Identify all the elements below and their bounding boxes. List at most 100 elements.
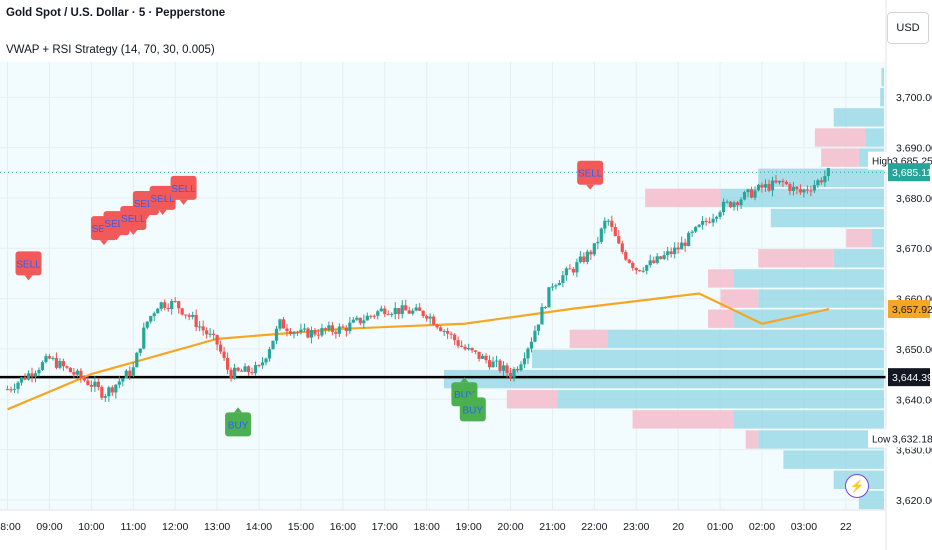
- sell-signal-label: [170, 175, 197, 200]
- buy-signal-label: [459, 397, 486, 422]
- candle-body: [624, 251, 628, 260]
- buy-signal-label: [225, 412, 252, 437]
- candle-body: [33, 373, 38, 377]
- volume-profile-bar: [557, 390, 884, 409]
- candle-body: [320, 328, 324, 336]
- candle-body: [65, 366, 69, 368]
- candle-body: [512, 368, 516, 378]
- low-price-badge-caption-bg: [868, 429, 888, 448]
- candle-body: [491, 361, 495, 368]
- candle-body: [596, 241, 600, 244]
- candle-body: [683, 242, 687, 247]
- candle-body: [79, 370, 83, 378]
- candle-body: [114, 384, 118, 393]
- currency-button[interactable]: USD: [887, 12, 929, 44]
- candle-body: [732, 202, 736, 208]
- high-price-badge-caption: High: [872, 157, 893, 168]
- candle-body: [194, 314, 198, 328]
- y-tick-label: 3,640.00: [896, 394, 932, 406]
- sell-signal-label: [15, 251, 42, 276]
- vwap-price-badge-text: 3,657.92: [892, 304, 932, 316]
- candle-body: [201, 326, 205, 331]
- candle-body: [711, 218, 715, 223]
- candle-body: [404, 305, 408, 311]
- candle-body: [812, 185, 816, 191]
- x-tick-label: 01:00: [707, 521, 733, 533]
- candle-body: [652, 260, 656, 263]
- candle-body: [222, 351, 226, 358]
- candle-body: [369, 315, 373, 317]
- candle-body: [124, 370, 128, 379]
- candle-body: [449, 333, 453, 335]
- candle-body: [634, 267, 638, 271]
- candle-body: [306, 328, 310, 338]
- candle-body: [358, 317, 362, 324]
- candle-body: [484, 355, 488, 361]
- candle-body: [522, 358, 527, 365]
- signal-pointer: [141, 214, 150, 220]
- sell-signal-label: [577, 160, 604, 185]
- signal-text: SELL: [121, 214, 146, 225]
- candle-body: [739, 199, 743, 206]
- x-tick-label: 17:00: [372, 521, 398, 533]
- candle-body: [547, 287, 551, 308]
- candle-body: [379, 308, 383, 312]
- candle-body: [676, 247, 680, 250]
- candle-body: [418, 307, 422, 311]
- candle-body: [708, 221, 712, 223]
- volume-profile-bar: [708, 309, 734, 328]
- candle-body: [714, 216, 719, 219]
- candle-body: [397, 308, 401, 315]
- candle-body: [655, 256, 659, 263]
- candle-body: [383, 308, 387, 315]
- candle-body: [641, 270, 645, 272]
- candle-body: [103, 396, 107, 398]
- x-tick-label: 14:00: [246, 521, 272, 533]
- candle-body: [187, 315, 191, 317]
- candle-body: [791, 186, 796, 191]
- volume-profile-bar: [770, 208, 884, 228]
- candle-body: [582, 256, 586, 262]
- candle-body: [267, 349, 272, 359]
- candle-body: [823, 176, 827, 183]
- candle-body: [666, 251, 670, 256]
- volume-profile-bar: [881, 67, 884, 87]
- candle-body: [781, 180, 785, 182]
- candle-body: [648, 260, 652, 266]
- y-tick-label: 3,620.00: [896, 495, 932, 507]
- candle-body: [554, 285, 558, 287]
- candle-body: [372, 315, 376, 317]
- candle-body: [376, 311, 380, 316]
- candle-body: [529, 341, 534, 349]
- indicator-legend[interactable]: VWAP + RSI Strategy (14, 70, 30, 0.005): [6, 44, 215, 56]
- symbol-title[interactable]: Gold Spot / U.S. Dollar · 5 · Pepperston…: [6, 7, 226, 19]
- x-tick-label: 15:00: [288, 521, 314, 533]
- volume-profile-bar: [708, 269, 734, 288]
- candle-body: [37, 369, 41, 374]
- candle-body: [701, 220, 705, 225]
- candle-body: [613, 227, 617, 237]
- candle-body: [93, 381, 97, 387]
- candle-body: [142, 327, 146, 349]
- candle-body: [177, 301, 181, 309]
- support-price-badge-text: 3,644.39: [892, 372, 932, 384]
- candle-body: [180, 308, 184, 315]
- candle-body: [250, 372, 254, 374]
- candle-body: [673, 247, 677, 255]
- candle-body: [348, 322, 352, 332]
- candle-body: [519, 364, 523, 371]
- candle-body: [631, 262, 635, 268]
- signal-text: SELL: [104, 219, 129, 230]
- candle-body: [494, 360, 499, 362]
- sell-signal-label: [149, 185, 176, 210]
- low-price-badge: [888, 429, 930, 448]
- candle-body: [257, 365, 261, 367]
- candle-body: [117, 381, 121, 385]
- candle-body: [54, 358, 59, 368]
- candle-body: [121, 378, 125, 382]
- signal-pointer: [586, 184, 595, 190]
- lightning-icon[interactable]: ⚡: [845, 474, 869, 498]
- candle-body: [58, 361, 62, 368]
- candle-body: [460, 345, 464, 347]
